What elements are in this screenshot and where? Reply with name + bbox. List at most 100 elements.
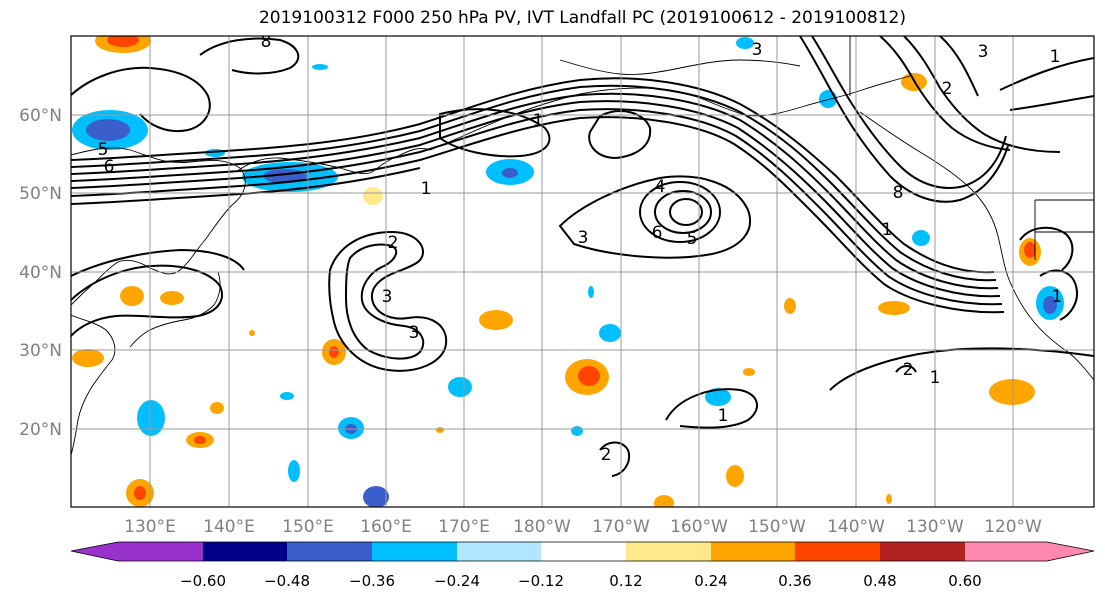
pv-contour [1019, 226, 1074, 271]
pv-contour [71, 108, 1003, 306]
contour-label: 3 [409, 323, 420, 343]
anomaly-blob [989, 379, 1035, 405]
anomaly-blob [312, 64, 328, 70]
contour-label: 2 [942, 79, 953, 99]
pv-contour [71, 77, 995, 274]
pv-contour [654, 190, 712, 234]
pv-contour [439, 108, 551, 158]
anomaly-blob [448, 377, 472, 397]
lat-label: 50°N [19, 184, 62, 204]
contour-label: 1 [421, 179, 432, 199]
contour-label: 3 [752, 40, 763, 60]
pv-contour [71, 116, 1005, 314]
coastline-korea-china [71, 314, 116, 456]
anomaly-blob [599, 324, 621, 342]
pv-contour [558, 175, 751, 259]
anomaly-blob [329, 346, 339, 358]
pv-contour [71, 100, 1001, 298]
colorbar-swatch [287, 542, 372, 561]
contour-label: 4 [655, 177, 666, 197]
lon-label: 150°E [282, 517, 334, 537]
anomaly-blob [819, 90, 837, 108]
anomaly-blob [194, 436, 206, 444]
pv-contour [939, 36, 979, 97]
lon-label: 160°W [670, 517, 728, 537]
contour-label: 3 [978, 42, 989, 62]
pv-anomaly-shading [72, 36, 1064, 507]
map-plot-area: 8 3 3 1 5 6 1 1 4 6 5 2 3 3 2 1 1 3 8 2 … [71, 32, 1094, 507]
pv-contour [71, 92, 999, 290]
pv-contour [903, 36, 1061, 153]
lat-label: 60°N [19, 106, 62, 126]
lon-label: 120°W [984, 517, 1042, 537]
lon-label: 140°E [203, 517, 255, 537]
longitude-labels: 130°E 140°E 150°E 160°E 170°E 180°W 170°… [124, 517, 1042, 537]
colorbar-tick-label: 0.36 [778, 572, 811, 590]
anomaly-blob [654, 495, 674, 507]
anomaly-blob [107, 36, 139, 47]
lon-label: 140°W [827, 517, 885, 537]
pv-contour [669, 198, 703, 226]
colorbar-swatch [965, 542, 1047, 561]
anomaly-blob [571, 426, 583, 436]
pv-contour [879, 36, 1011, 151]
anomaly-blob [363, 486, 389, 507]
map-frame [70, 35, 1095, 508]
pv-contour [328, 230, 448, 372]
map-title: 2019100312 F000 250 hPa PV, IVT Landfall… [258, 8, 906, 28]
pv-contour [1009, 95, 1094, 111]
contour-label: 8 [261, 32, 272, 52]
lon-label: 170°E [438, 517, 490, 537]
contour-label: 1 [533, 111, 544, 131]
contour-label: 3 [382, 287, 393, 307]
colorbar-tick-label: −0.48 [264, 572, 310, 590]
anomaly-blob [249, 330, 255, 336]
contour-label: 2 [388, 233, 399, 253]
pv-contour [665, 388, 758, 429]
contour-label: 3 [578, 228, 589, 248]
colorbar-swatch [457, 542, 541, 561]
coastline-arctic [559, 59, 801, 75]
anomaly-blob [288, 460, 300, 482]
colorbar-tick-label: −0.60 [180, 572, 226, 590]
colorbar-tick-label: 0.48 [863, 572, 896, 590]
anomaly-blob [784, 298, 796, 314]
lon-label: 170°W [592, 517, 650, 537]
colorbar-tick-label: 0.60 [948, 572, 981, 590]
contour-label: 2 [903, 360, 914, 380]
coastline-north-america [859, 111, 1094, 381]
pv-contours [71, 36, 1094, 477]
contour-label: 6 [104, 157, 115, 177]
graticule [71, 36, 1094, 507]
colorbar-swatch [118, 542, 203, 561]
pv-contour [71, 248, 245, 277]
contour-label: 1 [1050, 47, 1061, 67]
anomaly-blob [578, 366, 600, 386]
pv-contour [71, 84, 997, 282]
pv-contour [588, 110, 652, 160]
anomaly-blob [363, 187, 383, 205]
colorbar-tick-label: −0.36 [349, 572, 395, 590]
colorbar-tick-label: 0.24 [694, 572, 727, 590]
anomaly-blob [502, 168, 518, 178]
pv-contour [1039, 269, 1078, 321]
anomaly-blob [878, 301, 910, 315]
colorbar-swatch [71, 542, 118, 561]
anomaly-blob [912, 230, 930, 246]
lon-label: 160°E [360, 517, 412, 537]
colorbar-swatch [372, 542, 457, 561]
colorbar-swatch [795, 542, 880, 561]
contour-label: 8 [893, 183, 904, 203]
contour-label: 5 [98, 140, 109, 160]
colorbar-outline [70, 541, 1095, 562]
colorbar-tick-label: −0.24 [434, 572, 480, 590]
pv-contour [71, 167, 421, 205]
contour-label: 6 [652, 223, 663, 243]
anomaly-blob [1043, 296, 1057, 314]
pv-contour [199, 37, 300, 75]
anomaly-blob [72, 349, 104, 367]
coastline-japan [129, 271, 221, 348]
pv-contour [71, 66, 211, 132]
contour-label: 1 [882, 220, 893, 240]
anomaly-blob [726, 465, 744, 487]
